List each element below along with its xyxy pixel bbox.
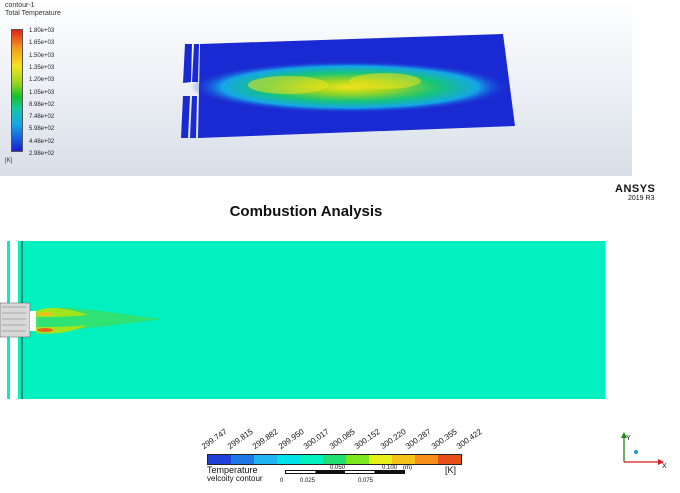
svg-text:Y: Y — [626, 435, 631, 442]
page-title: Combustion Analysis — [229, 203, 383, 220]
legend-label: Temperature — [207, 465, 258, 475]
scale-label-0: 0 — [280, 478, 284, 484]
flame-region — [190, 61, 510, 113]
inlet-strip-upper-2 — [192, 44, 199, 82]
legend-tick-label: 299.882 — [250, 427, 280, 451]
legend-color-segment — [369, 455, 392, 464]
legend-color-segment — [392, 455, 415, 464]
legend-tick-label: 300.287 — [403, 427, 433, 451]
top-colorbar — [11, 29, 23, 152]
scale-label-unit: (m) — [403, 465, 412, 471]
scale-label-100: 0.100 — [382, 465, 398, 471]
legend-tick-label: 300.085 — [327, 427, 357, 451]
colorbar-tick-label: 1.80e+03 — [29, 28, 55, 34]
colorbar-tick-label: 7.48e+02 — [29, 114, 55, 121]
scale-label-075: 0.075 — [358, 478, 374, 484]
legend-color-segment — [254, 455, 277, 464]
svg-text:X: X — [662, 463, 667, 470]
velocity-contour-label: velcoity contour — [207, 474, 263, 483]
legend-tick-label: 299.747 — [199, 427, 229, 451]
scale-label-050: 0.050 — [330, 465, 346, 471]
legend-color-segment — [300, 455, 323, 464]
legend-tick-label: 299.815 — [225, 427, 255, 451]
colorbar-tick-label: 1.05e+03 — [29, 89, 55, 96]
colorbar-tick-label: 1.50e+03 — [29, 52, 55, 59]
inlet-detail — [0, 241, 162, 399]
legend-color-segment — [346, 455, 369, 464]
top-contour-plot — [181, 34, 515, 138]
contour-variable: Total Temperature — [5, 10, 61, 17]
scale-bar — [285, 470, 405, 474]
axis-triad: Y X — [621, 432, 667, 470]
colorbar-tick-label: 1.65e+03 — [29, 40, 55, 47]
inlet-strip-lower-1 — [181, 96, 190, 138]
legend-tick-label: 300.152 — [352, 427, 382, 451]
inlet-strip-upper-1 — [183, 44, 192, 83]
legend-tick-label: 299.950 — [276, 427, 306, 451]
colorbar-tick-label: 1.20e+03 — [29, 77, 55, 84]
legend-color-segment — [208, 455, 231, 464]
legend-tick-label: 300.220 — [378, 427, 408, 451]
legend-color-segment — [415, 455, 438, 464]
legend-unit: [K] — [445, 465, 457, 475]
temperature-legend-bar — [207, 454, 462, 465]
ansys-logo: ANSYS — [615, 183, 656, 195]
colorbar-tick-label: 2.98e+02 — [29, 151, 55, 157]
ansys-version: 2019 R3 — [628, 195, 655, 202]
legend-color-segment — [438, 455, 461, 464]
legend-tick-label: 300.355 — [429, 427, 459, 451]
contour-name: contour-1 — [5, 2, 35, 9]
top-unit: [K] — [5, 158, 13, 164]
colorbar-tick-label: 8.98e+02 — [29, 101, 55, 108]
legend-tick-label: 300.017 — [301, 427, 331, 451]
legend-color-segment — [231, 455, 254, 464]
top-viewport[interactable]: contour-1 Total Temperature 1.80e+03 1.65… — [0, 0, 632, 176]
legend-tick-label: 300.422 — [454, 427, 484, 451]
legend-color-segment — [277, 455, 300, 464]
scale-label-025: 0.025 — [300, 478, 316, 484]
colorbar-tick-label: 5.98e+02 — [29, 126, 55, 133]
colorbar-tick-label: 1.35e+03 — [29, 64, 55, 71]
colorbar-tick-label: 4.48e+02 — [29, 138, 55, 145]
inlet-strip-lower-2 — [190, 96, 197, 138]
contour-title: contour-1 Total Temperature — [5, 2, 61, 18]
legend-color-segment — [323, 455, 346, 464]
